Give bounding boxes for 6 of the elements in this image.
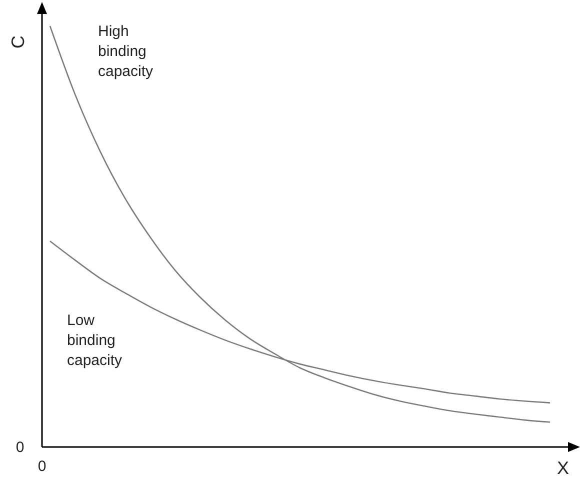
- series-label: Low binding capacity: [67, 312, 123, 369]
- text: 0: [16, 439, 24, 456]
- text: 0: [38, 458, 46, 475]
- x-axis-title: X: [556, 458, 570, 478]
- series-label: High binding capacity: [98, 23, 154, 80]
- y-axis-title: C: [8, 36, 28, 48]
